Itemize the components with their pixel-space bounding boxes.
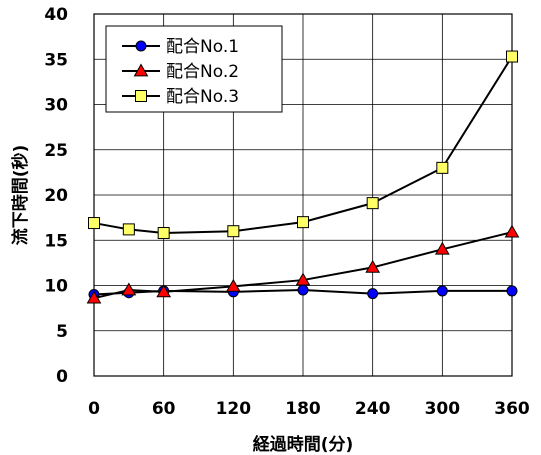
data-point-series-2 xyxy=(504,224,520,238)
data-point-series-3 xyxy=(436,161,449,174)
data-point-series-3 xyxy=(227,225,240,238)
series-markers xyxy=(86,50,520,304)
y-tick-label: 20 xyxy=(44,186,68,206)
y-tick-label: 15 xyxy=(44,231,68,251)
legend-item: 配合No.2 xyxy=(122,62,239,82)
data-point-series-3 xyxy=(297,216,309,229)
x-tick-label: 60 xyxy=(152,399,176,419)
series-line-1 xyxy=(93,289,512,296)
data-point-series-2 xyxy=(225,278,241,292)
x-axis-title: 経過時間(分) xyxy=(253,434,354,455)
data-point-series-1 xyxy=(367,288,379,300)
legend-item: 配合No.1 xyxy=(122,37,239,57)
y-tick-label: 0 xyxy=(56,367,68,387)
data-point-series-3 xyxy=(366,197,379,210)
legend-marker-square xyxy=(135,90,147,102)
data-point-series-2 xyxy=(434,241,450,255)
data-point-series-3 xyxy=(157,227,170,240)
x-axis-ticks: 0 60 120 180 240 300 360 xyxy=(88,399,530,419)
y-tick-label: 10 xyxy=(44,277,68,297)
legend-label: 配合No.3 xyxy=(166,87,239,107)
data-point-series-2 xyxy=(156,284,172,298)
x-tick-label: 180 xyxy=(285,399,321,419)
data-point-series-3 xyxy=(506,50,518,63)
legend: 配合No.1 配合No.2 配合No.3 xyxy=(105,25,283,113)
legend-item: 配合No.3 xyxy=(122,87,239,107)
y-tick-label: 25 xyxy=(44,141,68,161)
data-point-series-2 xyxy=(86,290,102,304)
data-point-series-1 xyxy=(436,285,448,297)
series-line-2 xyxy=(93,231,513,300)
y-tick-label: 35 xyxy=(44,50,68,70)
y-tick-label: 40 xyxy=(44,5,68,25)
x-tick-label: 240 xyxy=(355,399,391,419)
data-point-series-2 xyxy=(121,282,137,296)
x-tick-label: 360 xyxy=(494,399,530,419)
x-tick-label: 300 xyxy=(425,399,461,419)
legend-label: 配合No.2 xyxy=(166,62,239,82)
x-tick-label: 120 xyxy=(216,399,252,419)
data-point-series-1 xyxy=(297,284,309,296)
y-axis-ticks: 0 5 10 15 20 25 30 35 40 xyxy=(44,5,68,387)
data-point-series-2 xyxy=(295,272,311,286)
legend-label: 配合No.1 xyxy=(166,37,239,57)
y-tick-label: 5 xyxy=(56,322,68,342)
data-point-series-1 xyxy=(506,285,518,297)
data-point-series-3 xyxy=(122,223,135,236)
legend-marker-triangle xyxy=(133,63,149,77)
data-point-series-3 xyxy=(88,217,100,230)
y-axis-title: 流下時間(秒) xyxy=(10,145,31,246)
data-point-series-2 xyxy=(365,259,381,273)
legend-marker-circle xyxy=(135,40,147,52)
plot-area-frame xyxy=(93,13,513,377)
y-tick-label: 30 xyxy=(44,96,68,116)
x-tick-label: 0 xyxy=(88,399,100,419)
